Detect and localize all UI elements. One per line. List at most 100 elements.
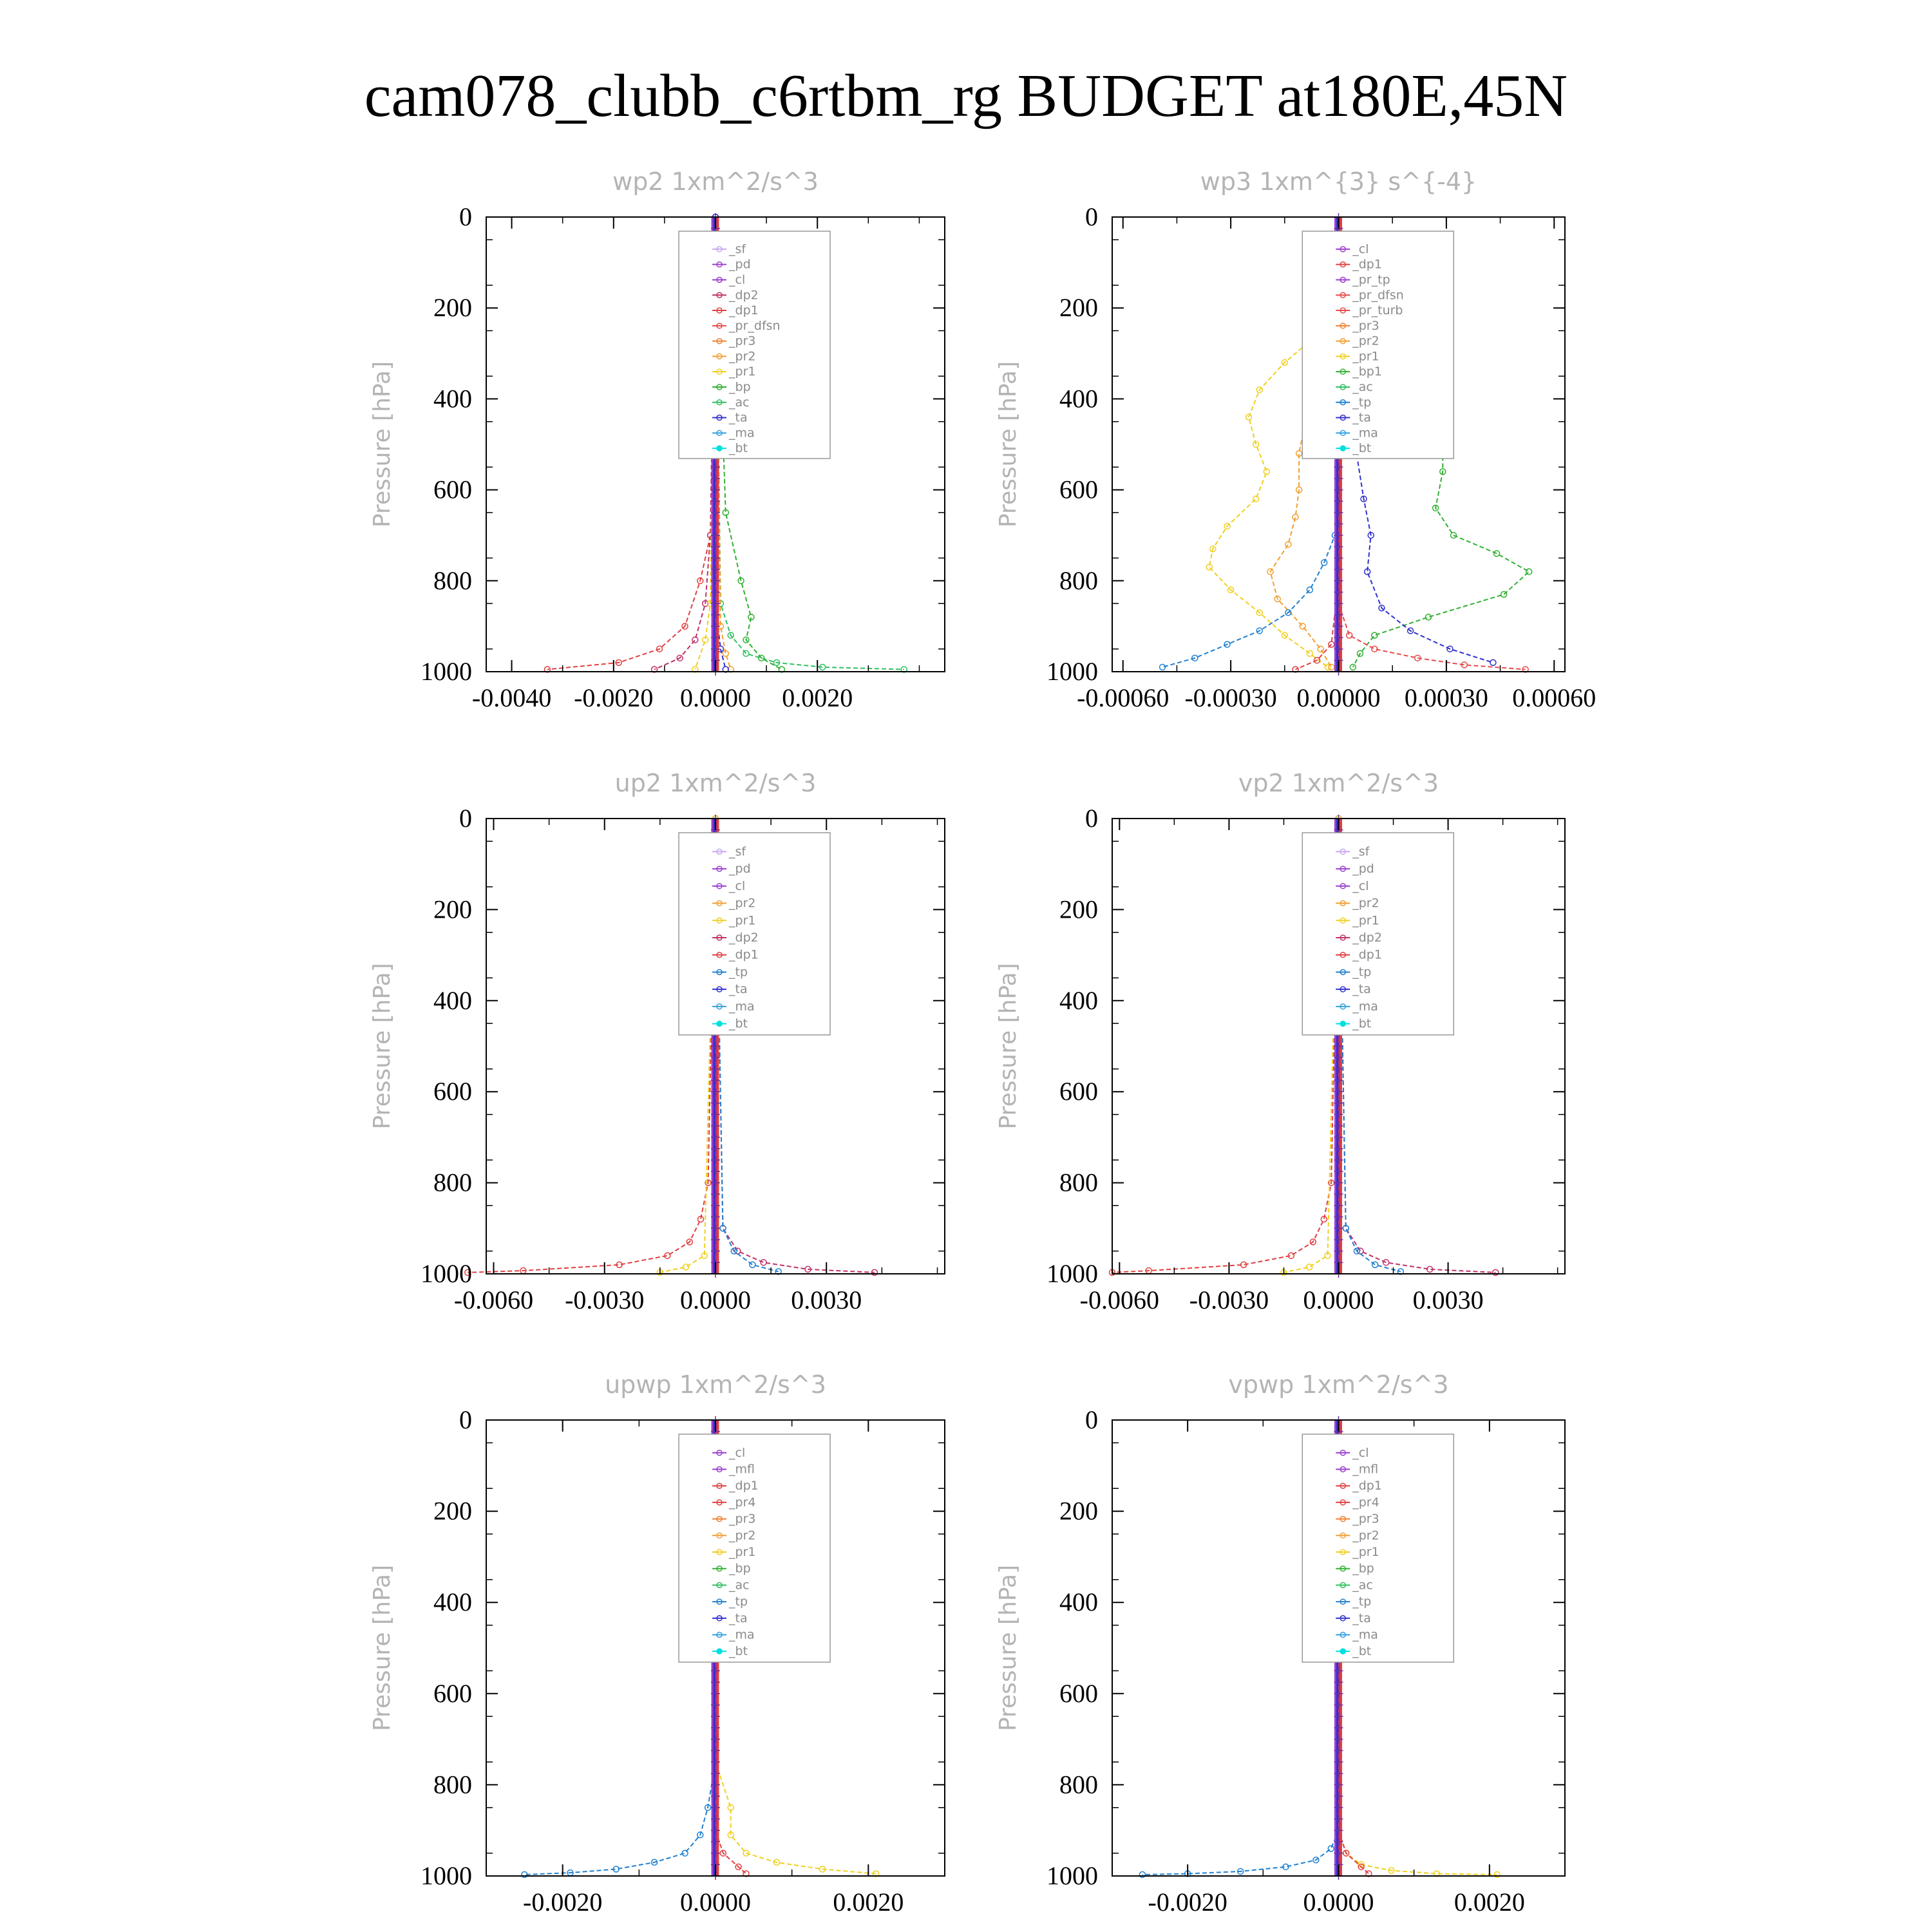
zero-trace-marker	[711, 634, 720, 642]
y-axis-label: Pressure [hPa]	[995, 361, 1021, 527]
zero-trace-marker	[711, 1133, 720, 1141]
zero-trace-marker	[1334, 1065, 1343, 1073]
series-point	[727, 1804, 734, 1812]
series-point	[697, 1215, 705, 1223]
zero-trace-marker	[711, 1723, 720, 1732]
legend-marker	[716, 1466, 723, 1473]
legend-box	[1302, 832, 1455, 1036]
legend-marker	[1340, 337, 1347, 345]
series-point	[701, 600, 709, 607]
legend-marker	[716, 951, 723, 958]
legend-marker	[1340, 1532, 1347, 1539]
y-axis-label: Pressure [hPa]	[369, 1565, 395, 1731]
legend-marker	[1340, 1020, 1347, 1027]
legend-label: _bt	[728, 1644, 748, 1658]
series-line	[659, 818, 716, 1273]
zero-trace-marker	[1334, 1815, 1343, 1823]
zero-trace-marker	[711, 474, 720, 482]
zero-trace-marker	[1334, 622, 1343, 630]
zero-trace-marker	[711, 1747, 720, 1755]
y-tick-label: 400	[1059, 1587, 1098, 1616]
series-point	[1353, 1247, 1361, 1255]
legend-label: _ac	[1352, 1578, 1373, 1592]
series-point	[676, 654, 683, 662]
legend-label: _sf	[1352, 844, 1370, 858]
panel-4: vp2 1xm^2/s^3 Pressure [hPa] 0 200 400 600 800…	[995, 769, 1566, 1314]
zero-trace-marker	[711, 1849, 720, 1857]
zero-trace-marker	[711, 622, 720, 630]
zero-trace-marker	[711, 1167, 720, 1175]
series-point	[1139, 1871, 1146, 1879]
series-point	[1349, 663, 1357, 671]
series-point	[1263, 468, 1271, 475]
series-point	[722, 650, 730, 658]
series-point	[1367, 531, 1374, 539]
figure-title: cam078_clubb_c6rtbm_rg BUDGET at180E,45N	[364, 62, 1568, 129]
series-point	[1274, 595, 1281, 603]
legend-label: _bt	[1352, 1644, 1371, 1658]
legend-marker	[1340, 917, 1347, 924]
x-tick-label: 0.0000	[680, 683, 751, 712]
zero-trace-marker	[1334, 1678, 1343, 1687]
zero-trace-marker	[1334, 1201, 1343, 1209]
zero-trace-marker	[1334, 645, 1343, 653]
legend-marker	[716, 261, 723, 268]
zero-trace-marker	[1334, 1122, 1343, 1130]
zero-trace-marker	[711, 1190, 720, 1198]
legend-marker	[716, 399, 723, 406]
legend-marker	[1340, 1515, 1347, 1522]
zero-trace-marker	[1334, 1735, 1343, 1743]
legend-label: _pr4	[1352, 1495, 1379, 1510]
legend-label: _ma	[728, 1627, 755, 1642]
series-point	[737, 577, 744, 585]
zero-trace-marker	[711, 1042, 720, 1050]
series-point	[743, 636, 750, 643]
zero-trace-marker	[1334, 1701, 1343, 1709]
y-tick-label: 800	[433, 1168, 472, 1197]
legend-label: _ta	[728, 1611, 748, 1625]
zero-trace-marker	[1334, 1837, 1343, 1846]
x-tick-label: 0.0000	[680, 1285, 751, 1314]
legend-marker	[716, 934, 723, 941]
y-tick-label: 200	[1059, 895, 1098, 923]
zero-trace-marker	[711, 1201, 720, 1209]
zero-trace-marker	[1334, 1849, 1343, 1857]
series-line	[715, 1761, 876, 1875]
x-tick-label: -0.0020	[574, 683, 653, 712]
x-tick-label: 0.0020	[782, 683, 853, 712]
legend-label: _cl	[1352, 879, 1368, 893]
series-point	[1295, 486, 1303, 493]
zero-trace-marker	[711, 508, 720, 516]
series-point	[1345, 632, 1353, 639]
zero-trace-marker	[1334, 588, 1343, 596]
legend-label: _pr1	[1352, 349, 1379, 363]
legend-label: _tp	[728, 965, 748, 979]
zero-trace-marker	[1334, 1781, 1343, 1789]
legend-label: _ma	[728, 999, 755, 1014]
zero-trace-marker	[711, 600, 720, 608]
y-tick-label: 200	[433, 293, 472, 322]
legend-label: _pr3	[1352, 1512, 1379, 1526]
legend-label: _ma	[1352, 426, 1378, 440]
zero-trace-marker	[1334, 1667, 1343, 1675]
zero-trace-marker	[1334, 1076, 1343, 1084]
zero-trace-marker	[711, 1110, 720, 1119]
legend-marker	[1340, 261, 1347, 268]
y-axis-label: Pressure [hPa]	[995, 963, 1021, 1129]
series-point	[1324, 1252, 1331, 1259]
series-point	[1461, 661, 1468, 668]
zero-trace-marker	[1334, 1167, 1343, 1175]
series-point	[664, 1252, 671, 1259]
zero-trace-marker	[1334, 1054, 1343, 1062]
legend-marker	[716, 900, 723, 907]
panel-title: upwp 1xm^2/s^3	[605, 1370, 826, 1399]
series-point	[1371, 645, 1378, 652]
legend-marker	[716, 986, 723, 992]
series-point	[1252, 440, 1260, 448]
x-tick-label: -0.00030	[1184, 683, 1276, 712]
zero-trace-marker	[1334, 1803, 1343, 1812]
y-tick-label: 200	[1059, 293, 1098, 322]
legend-marker	[1340, 430, 1347, 437]
legend-marker	[1340, 900, 1347, 907]
